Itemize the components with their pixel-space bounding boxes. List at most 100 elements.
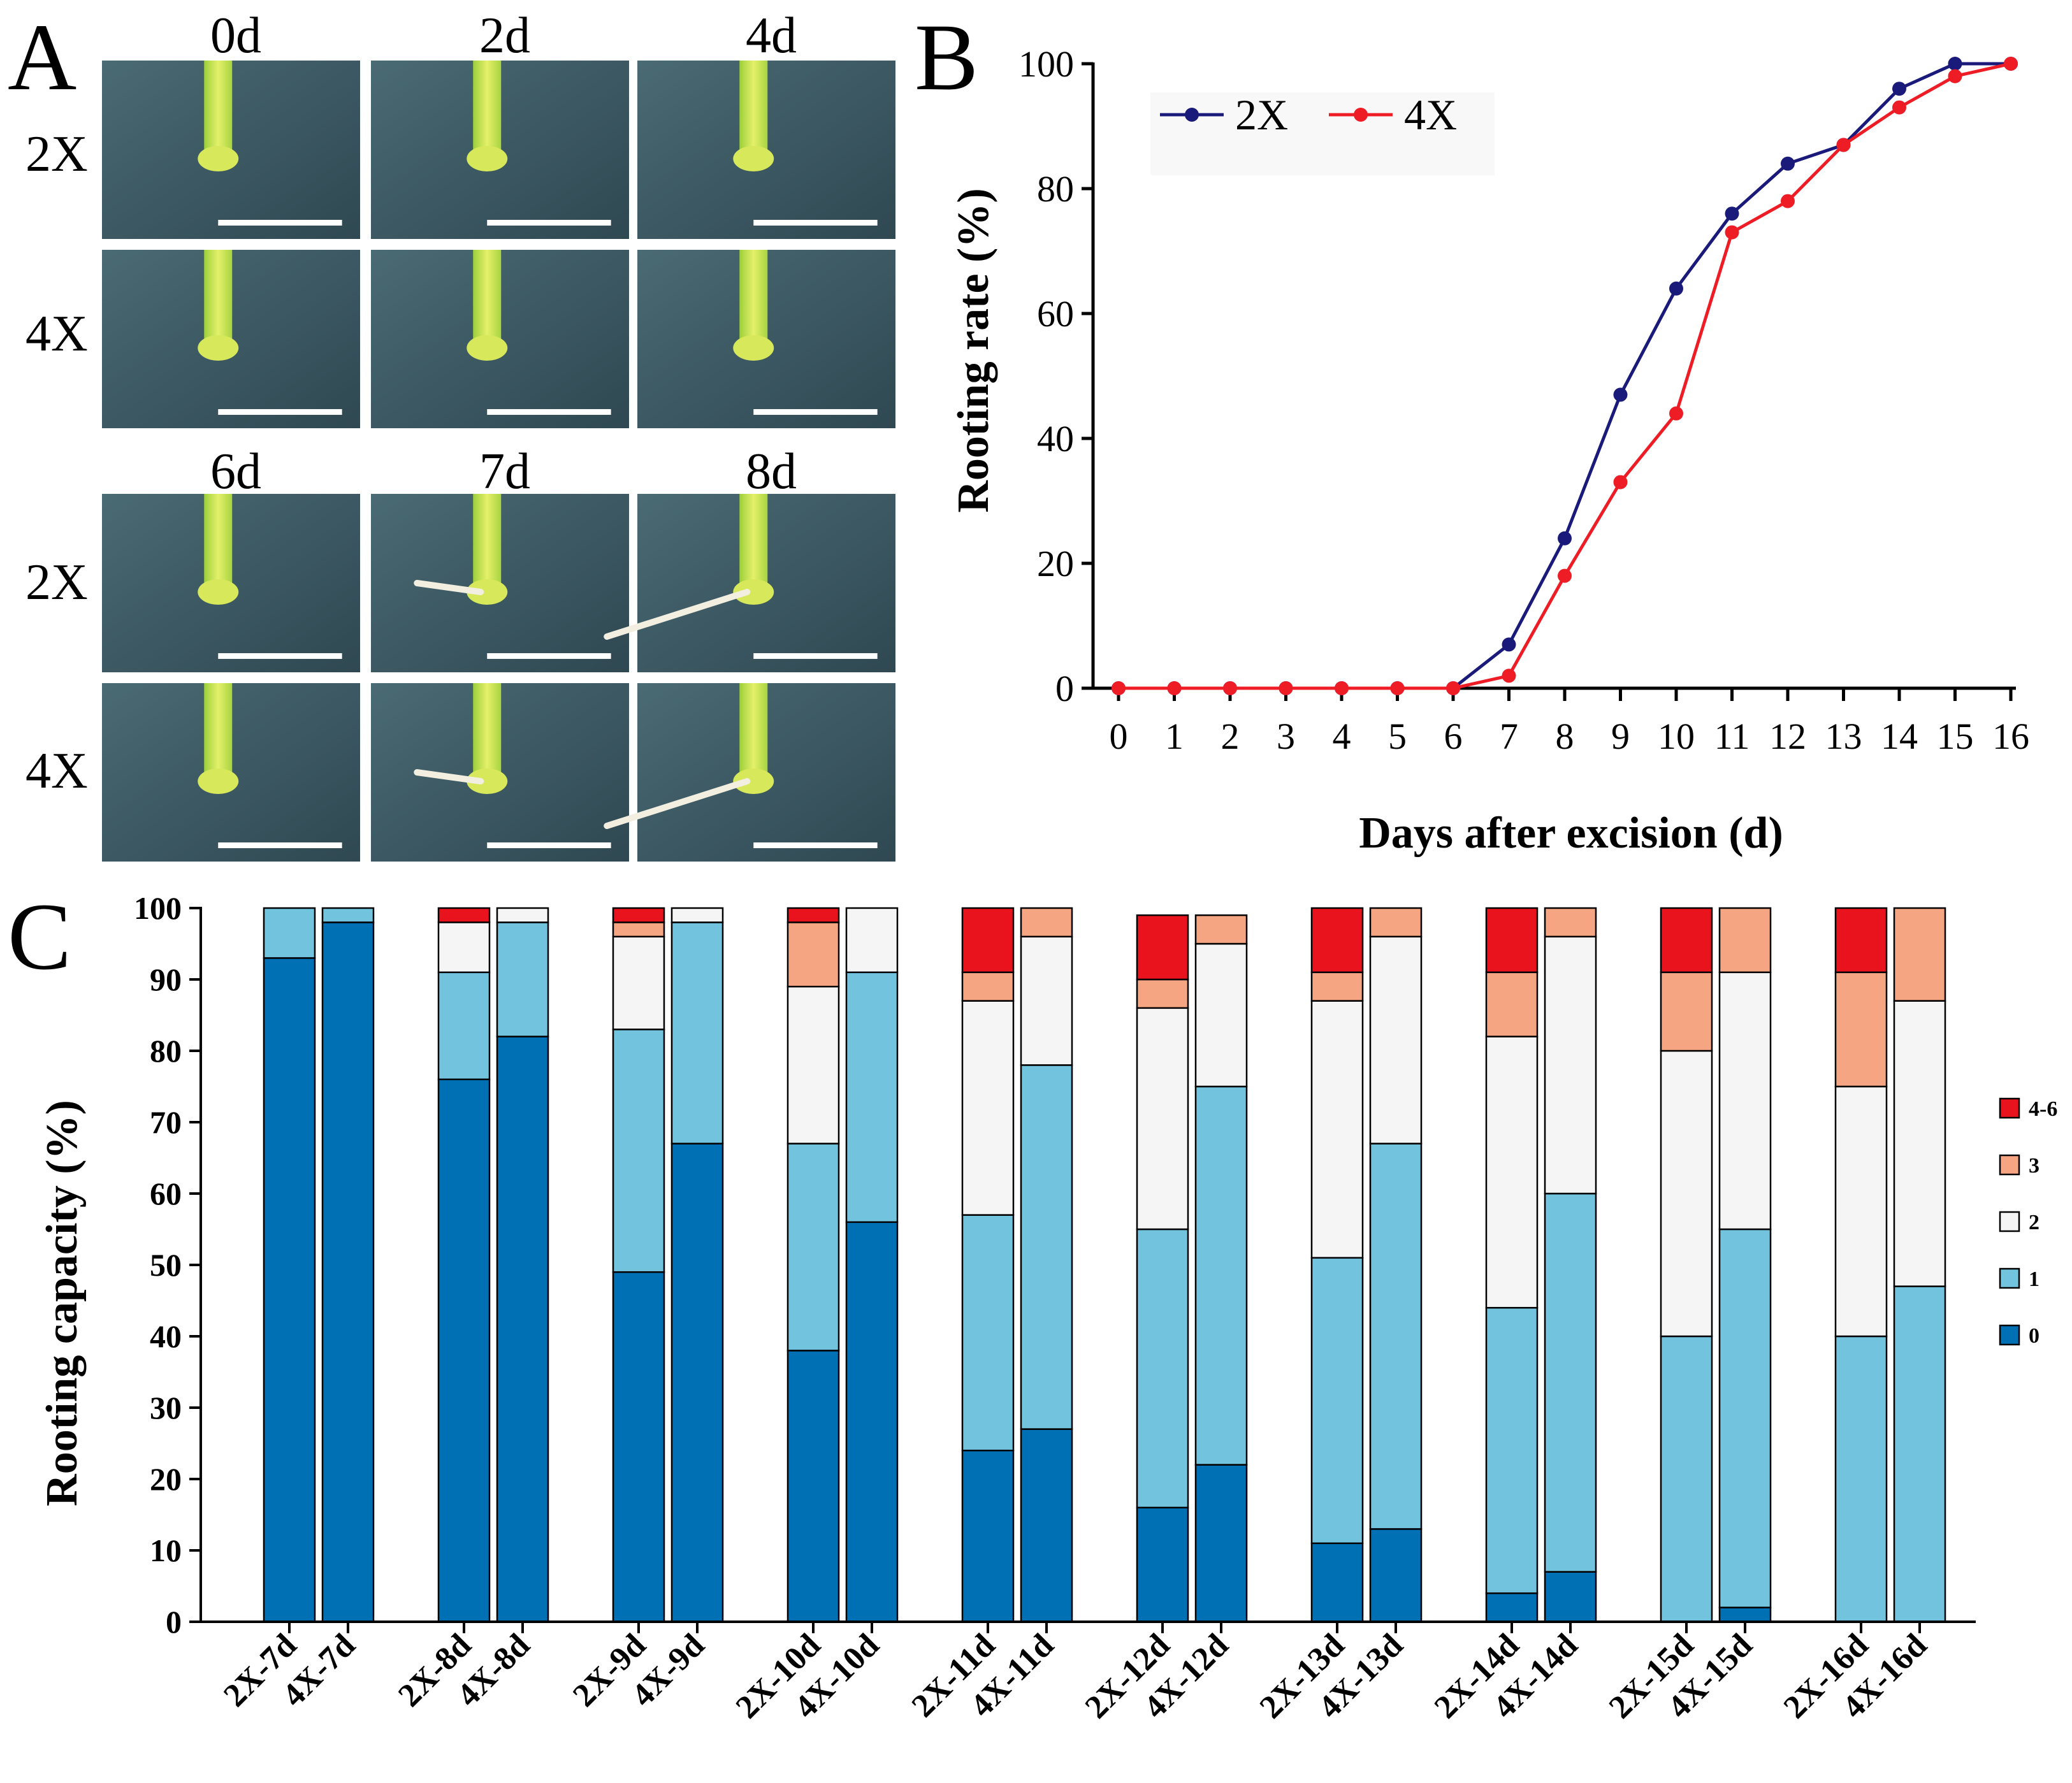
stem-cut-shape — [733, 579, 774, 605]
y-tick-label: 60 — [150, 1176, 182, 1211]
y-tick-label: 60 — [1037, 293, 1074, 335]
bar-segment-2 — [1544, 935, 1597, 1195]
bar-segment-1 — [496, 921, 549, 1037]
data-point-4X — [1390, 681, 1405, 695]
bar-segment-0 — [1194, 1464, 1248, 1623]
y-tick-label: 50 — [150, 1247, 182, 1283]
stem-shape — [473, 683, 502, 781]
stem-shape — [204, 494, 233, 592]
bar-segment-2 — [1194, 942, 1248, 1088]
bar-segment-1 — [786, 1143, 840, 1352]
bar-segment-0 — [612, 1271, 665, 1623]
bar-segment-4-6 — [1310, 907, 1364, 974]
bar-segment-1 — [1310, 1257, 1364, 1545]
x-tick-label: 6 — [1444, 716, 1463, 757]
bar-segment-2 — [845, 907, 899, 974]
bar-segment-0 — [786, 1350, 840, 1623]
bar-segment-0 — [670, 1143, 724, 1623]
legend-swatch — [1999, 1097, 2020, 1119]
bar-segment-0 — [1369, 1528, 1423, 1623]
bar-segment-0 — [1718, 1606, 1772, 1623]
data-point-2X — [1613, 387, 1628, 402]
bar-segment-1 — [1136, 1228, 1189, 1509]
y-tick-label: 80 — [150, 1033, 182, 1069]
y-tick-label: 20 — [1037, 543, 1074, 584]
data-point-2X — [1725, 206, 1739, 221]
legend: 2X 4X — [1160, 90, 1457, 139]
legend-label: 0 — [2029, 1324, 2039, 1348]
photo-day-label: 4d — [746, 8, 797, 64]
legend-label: 2X — [1235, 90, 1288, 139]
x-tick-label: 11 — [1714, 716, 1750, 757]
bar-segment-3 — [612, 921, 665, 938]
bar-segment-1 — [845, 971, 899, 1224]
y-tick-label: 80 — [1037, 168, 1074, 210]
bar-segment-2 — [1485, 1036, 1539, 1309]
bar-segment-0 — [1020, 1428, 1073, 1623]
x-tick-label: 10 — [1658, 716, 1695, 757]
photo-row-label: 2X — [25, 554, 88, 610]
data-point-4X — [1279, 681, 1293, 695]
legend-swatch — [1999, 1154, 2020, 1176]
data-point-2X — [1669, 281, 1683, 296]
bar-segment-2 — [786, 985, 840, 1144]
bar-segment-1 — [321, 907, 375, 923]
x-tick-label: 14 — [1881, 716, 1918, 757]
stem-shape — [739, 61, 768, 159]
legend-swatch — [1999, 1267, 2020, 1289]
stem-shape — [473, 250, 502, 348]
bar-segment-2 — [1136, 1007, 1189, 1231]
photo-row-label: 2X — [25, 126, 88, 182]
scale-bar — [218, 409, 342, 415]
legend-swatch — [1999, 1211, 2020, 1232]
bar-segment-0 — [1544, 1571, 1597, 1623]
bar-segment-1 — [1485, 1306, 1539, 1594]
bar-segment-4-6 — [1485, 907, 1539, 974]
x-tick-label: 4 — [1333, 716, 1351, 757]
bar-segment-2 — [1718, 971, 1772, 1231]
bar-segment-2 — [1660, 1050, 1713, 1338]
legend-swatch — [1999, 1324, 2020, 1346]
root-shape — [414, 580, 484, 595]
bar-segment-2 — [670, 907, 724, 923]
photo-row-label: 4X — [25, 743, 88, 799]
data-point-4X — [1613, 475, 1628, 489]
bar-segment-3 — [1544, 907, 1597, 938]
scale-bar — [218, 842, 342, 848]
y-tick-label: 0 — [1055, 668, 1074, 709]
bar-segment-4-6 — [786, 907, 840, 923]
legend-label: 2 — [2029, 1211, 2039, 1234]
scale-bar — [487, 409, 611, 415]
photo-row-label: 4X — [25, 306, 88, 362]
root-shape — [604, 589, 751, 640]
data-point-4X — [1781, 194, 1795, 208]
bar-segment-3 — [1136, 978, 1189, 1009]
bar-segment-3 — [1369, 907, 1423, 938]
bar-segment-1 — [1718, 1228, 1772, 1608]
stem-shape — [473, 61, 502, 159]
data-point-2X — [1558, 531, 1572, 545]
bar-segment-4-6 — [437, 907, 491, 923]
scale-bar — [218, 653, 342, 659]
bar-segment-1 — [961, 1214, 1015, 1452]
x-tick-label: 5 — [1388, 716, 1407, 757]
y-axis-title: Rooting rate (%) — [949, 188, 998, 512]
y-tick-label: 0 — [166, 1604, 182, 1640]
scale-bar — [753, 220, 878, 226]
bar-segment-1 — [1544, 1192, 1597, 1573]
bar-segment-3 — [1660, 971, 1713, 1052]
data-point-4X — [1167, 681, 1182, 695]
x-tick-label: 15 — [1937, 716, 1974, 757]
scale-bar — [753, 653, 878, 659]
bar-segment-3 — [1718, 907, 1772, 974]
panel-b-letter: B — [915, 4, 978, 110]
bar-segment-2 — [1020, 935, 1073, 1066]
y-axis-title: Rooting capacity (%) — [38, 1100, 87, 1506]
x-tick-label: 12 — [1769, 716, 1806, 757]
x-tick-label: 16 — [1992, 716, 2029, 757]
x-tick-label: 2 — [1221, 716, 1240, 757]
data-point-2X — [1781, 156, 1795, 171]
stem-cut-shape — [733, 335, 774, 361]
stem-shape — [204, 683, 233, 781]
bar-segment-1 — [1194, 1085, 1248, 1466]
